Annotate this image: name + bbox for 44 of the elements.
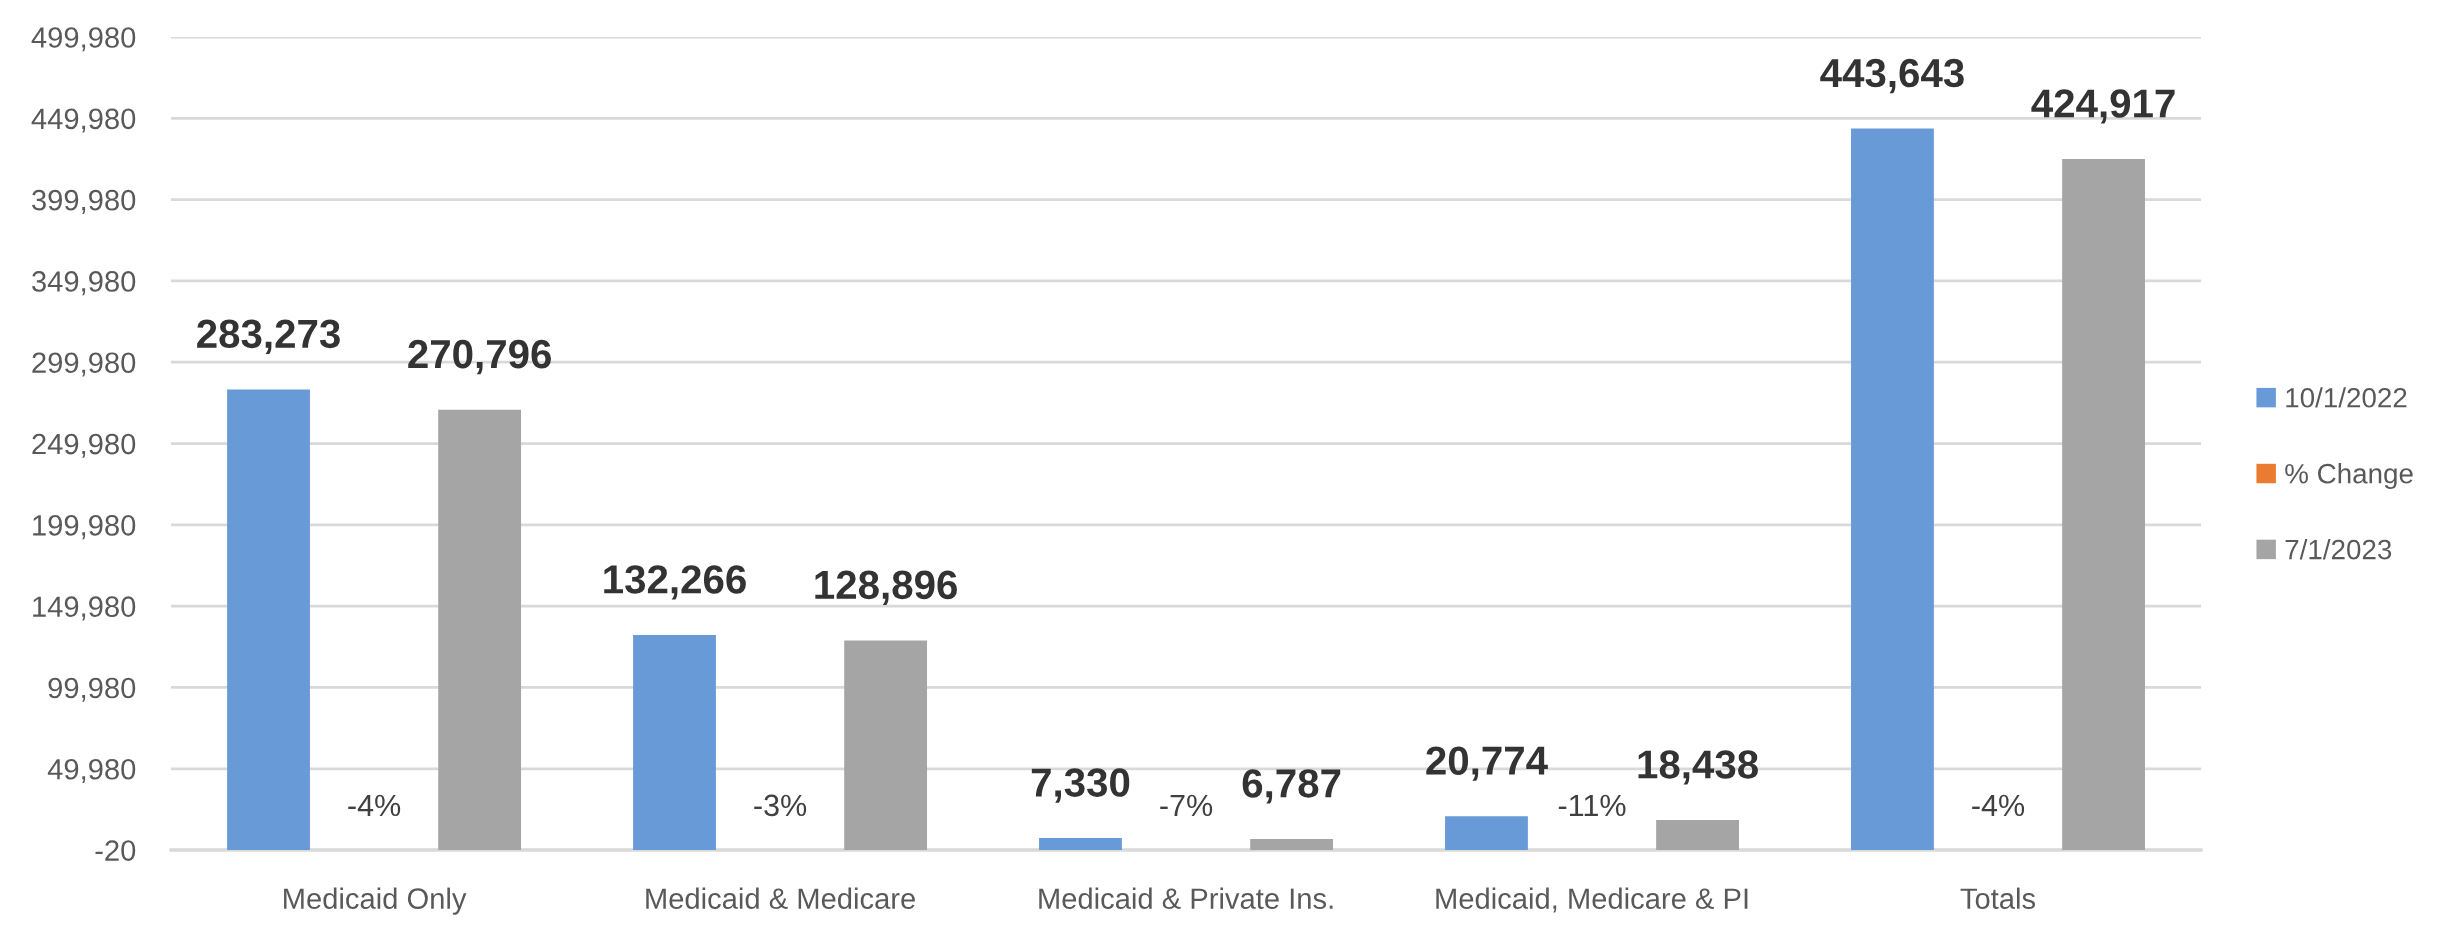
- y-tick-label: 349,980: [32, 271, 136, 296]
- data-label: 424,917: [2031, 89, 2175, 124]
- data-label: 128,896: [815, 570, 957, 605]
- y-tick-label: 149,980: [33, 596, 136, 621]
- bar: [438, 409, 522, 851]
- x-tick-label: Medicaid & Private Ins.: [1039, 887, 1333, 909]
- legend-label: % Change: [2285, 463, 2413, 490]
- y-tick-label: 99,980: [48, 677, 136, 702]
- legend-label: 10/1/2022: [2286, 387, 2407, 408]
- bar: [844, 640, 928, 851]
- data-label: 270,796: [408, 339, 551, 375]
- y-tick-label: 449,980: [31, 108, 136, 133]
- y-tick-label: 249,980: [32, 433, 136, 458]
- data-label: 7,330: [1031, 768, 1130, 803]
- y-tick-label: 199,980: [33, 515, 136, 540]
- x-tick-label: Totals: [1960, 887, 2036, 909]
- y-tick-label: 299,980: [32, 352, 136, 377]
- bar: [1445, 816, 1528, 851]
- y-tick-label: 399,980: [32, 189, 136, 214]
- x-tick-label: Medicaid, Medicare & PI: [1436, 887, 1748, 913]
- legend-label: 7/1/2023: [2285, 539, 2392, 560]
- data-label: 20,774: [1426, 746, 1548, 781]
- x-tick-label: Medicaid Only: [284, 887, 467, 915]
- bar: [227, 389, 310, 851]
- text: -4%: [1972, 794, 2025, 817]
- text: -4%: [348, 794, 401, 817]
- bar: [1039, 838, 1122, 851]
- bar: [1851, 128, 1934, 851]
- data-label: 132,266: [604, 565, 746, 600]
- data-label: 443,643: [1820, 58, 1964, 94]
- y-tick-label: 49,980: [47, 758, 136, 784]
- y-tick-label: -20: [95, 840, 136, 861]
- text: -3%: [754, 794, 807, 817]
- bar: [1656, 820, 1739, 851]
- y-tick-label: 499,980: [31, 27, 136, 52]
- data-label: 6,787: [1242, 769, 1341, 804]
- data-label: 283,273: [197, 319, 340, 354]
- bar: [2062, 159, 2145, 851]
- bar: [633, 634, 716, 851]
- x-tick-label: Medicaid & Medicare: [646, 887, 915, 909]
- text: -11%: [1558, 794, 1626, 817]
- data-label: 18,438: [1638, 750, 1758, 785]
- bar: [1250, 839, 1333, 851]
- text: -7%: [1160, 794, 1213, 817]
